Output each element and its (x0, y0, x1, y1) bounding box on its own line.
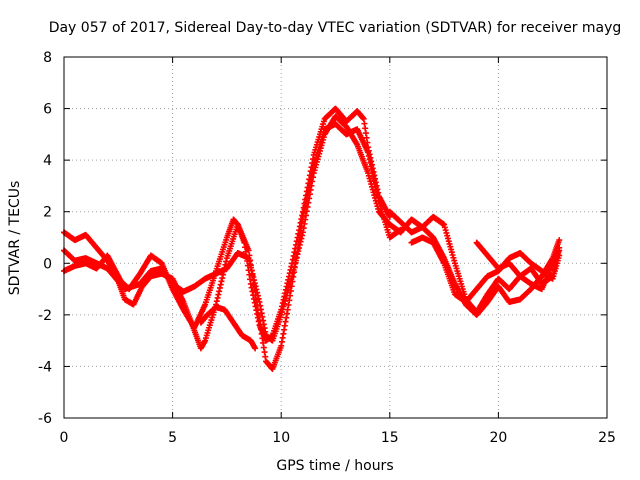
x-tick-label: 0 (60, 430, 69, 446)
data-point (252, 345, 259, 352)
y-tick-label: -6 (38, 411, 52, 427)
x-tick-label: 10 (272, 430, 290, 446)
x-axis-label: GPS time / hours (276, 458, 393, 474)
chart-title: Day 057 of 2017, Sidereal Day-to-day VTE… (49, 20, 622, 36)
grid-lines (64, 57, 607, 418)
x-tick-label: 20 (489, 430, 507, 446)
series-trace-2 (61, 121, 404, 373)
y-tick-label: 2 (43, 205, 52, 221)
data-point (556, 247, 563, 254)
series-trace-4 (197, 304, 259, 352)
y-tick-label: 0 (43, 256, 52, 272)
y-tick-label: -4 (38, 359, 52, 375)
data-point (556, 237, 563, 244)
series-trace-7 (408, 234, 563, 305)
series-trace-8 (473, 239, 563, 293)
series-trace-1 (61, 105, 393, 344)
series-trace-3 (61, 113, 393, 344)
y-tick-label: 8 (43, 50, 52, 66)
plot-frame (63, 56, 608, 419)
y-tick-label: 4 (43, 153, 52, 169)
series-trace-5 (386, 208, 563, 316)
y-tick-label: -2 (38, 308, 52, 324)
axis-ticks: 0 5 10 15 20 25 -6 -4 -2 0 2 4 6 8 (38, 50, 616, 446)
y-tick-label: 6 (43, 102, 52, 118)
y-axis-label: SDTVAR / TECUs (7, 181, 23, 296)
x-tick-label: 25 (598, 430, 616, 446)
x-tick-label: 15 (381, 430, 399, 446)
x-tick-label: 5 (168, 430, 177, 446)
data-points (61, 105, 563, 373)
